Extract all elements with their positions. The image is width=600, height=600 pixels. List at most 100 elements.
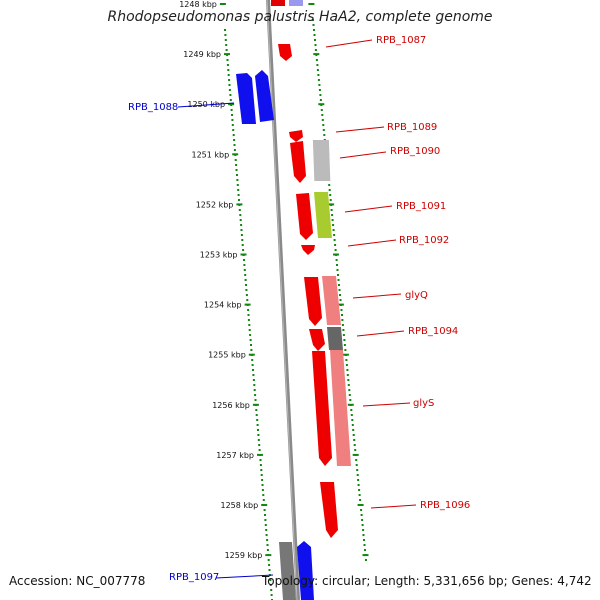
gene-label[interactable]: RPB_1097 [169, 572, 219, 583]
gene-glys-pink[interactable] [330, 350, 351, 466]
gene-rpb-1097-grey[interactable] [279, 542, 296, 600]
guide-dot [333, 234, 336, 236]
guide-dot [260, 469, 263, 471]
guide-dot [258, 444, 261, 446]
guide-dot [362, 534, 365, 536]
gene-rpb-1089[interactable] [289, 130, 303, 142]
guide-dot [328, 189, 331, 191]
guide-dot [354, 449, 357, 451]
guide-dot [226, 59, 229, 61]
gene-label[interactable]: RPB_1094 [408, 326, 458, 337]
gene-label[interactable]: RPB_1092 [399, 235, 449, 246]
tick-mark [232, 153, 239, 156]
guide-dot [224, 29, 226, 31]
guide-dot [228, 79, 231, 81]
gene-rpb-1088-a[interactable] [236, 73, 256, 124]
guide-dot [335, 259, 338, 261]
feature-top-red[interactable] [271, 0, 285, 6]
tick-label: 1254 kbp [204, 301, 242, 310]
gene-features [236, 0, 351, 600]
gene-rpb-1094-dark[interactable] [327, 327, 343, 350]
gene-label[interactable]: RPB_1089 [387, 122, 437, 133]
gene-label[interactable]: glyQ [405, 290, 428, 301]
gene-rpb-1087[interactable] [278, 44, 292, 61]
guide-dot [242, 249, 245, 251]
guide-dot [252, 369, 254, 371]
guide-dot [313, 34, 316, 36]
guide-dot [228, 84, 231, 86]
guide-dot [317, 79, 320, 81]
gene-rpb-1097[interactable] [297, 541, 314, 600]
guide-dot [316, 64, 319, 66]
guide-dot [245, 294, 248, 296]
guide-dot [248, 324, 251, 326]
gene-rpb-1090[interactable] [290, 141, 306, 183]
guide-dot [350, 414, 353, 416]
guide-dot [232, 129, 235, 131]
guide-dot [350, 409, 353, 411]
leader-rpb-1088 [177, 102, 235, 108]
guide-dot [264, 514, 266, 516]
guide-dot [231, 119, 234, 121]
gene-rpb-1091[interactable] [296, 193, 313, 240]
guide-dot [321, 119, 324, 121]
tick-mark [313, 53, 320, 56]
guide-dot [229, 99, 232, 101]
gene-label[interactable]: RPB_1090 [390, 146, 440, 157]
guide-dot [319, 94, 322, 96]
guide-dot [347, 379, 350, 381]
guide-dot [348, 394, 351, 396]
guide-dot [331, 219, 334, 221]
guide-dot [318, 84, 321, 86]
gene-rpb-1091-green[interactable] [314, 192, 332, 238]
guide-dot [338, 289, 341, 291]
gene-glyq-pink[interactable] [322, 276, 341, 325]
guide-dot [224, 39, 227, 41]
guide-dot [270, 594, 273, 596]
guide-dot [261, 484, 264, 486]
genome-title: Rhodopseudomonas palustris HaA2, complet… [107, 9, 493, 25]
tick-label: 1249 kbp [183, 50, 221, 59]
tick-mark [342, 353, 349, 356]
guide-dot [315, 59, 318, 61]
guide-dot [248, 329, 251, 331]
guide-dot [355, 459, 358, 461]
gene-glys[interactable] [312, 351, 332, 466]
guide-dot [254, 399, 257, 401]
tick-mark [318, 103, 325, 106]
tick-mark [244, 303, 251, 306]
gene-rpb-1090-grey[interactable] [312, 140, 331, 181]
guide-dot [245, 289, 248, 291]
gene-label[interactable]: RPB_1088 [128, 102, 178, 113]
guide-dot [269, 584, 272, 586]
gene-label[interactable]: RPB_1087 [376, 35, 426, 46]
guide-dot [338, 284, 340, 286]
guide-dot [261, 489, 264, 491]
feature-top-violet[interactable] [289, 0, 303, 6]
guide-dot [256, 419, 259, 421]
gene-rpb-1092[interactable] [301, 245, 315, 255]
gene-label-leaders [177, 39, 417, 579]
gene-label[interactable]: RPB_1091 [396, 201, 446, 212]
guide-dot [245, 284, 247, 286]
tick-mark [347, 403, 354, 406]
gene-rpb-1096[interactable] [320, 482, 338, 538]
leader-rpb-1094 [356, 330, 405, 337]
gene-label[interactable]: glyS [413, 398, 434, 409]
guide-dot [235, 169, 238, 171]
guide-dot [313, 29, 315, 31]
guide-dot [352, 429, 355, 431]
guide-dot [341, 314, 343, 316]
tick-mark [362, 554, 369, 557]
tick-mark [248, 353, 255, 356]
guide-dot [268, 564, 271, 566]
guide-dot [318, 89, 321, 91]
gene-rpb-1094[interactable] [309, 329, 325, 351]
gene-rpb-1088-b[interactable] [255, 70, 274, 122]
gene-glyq[interactable] [304, 277, 322, 326]
guide-dot [244, 274, 247, 276]
tick-label: 1256 kbp [212, 401, 250, 410]
tick-mark [265, 554, 272, 557]
gene-label[interactable]: RPB_1096 [420, 500, 470, 511]
tick-mark [308, 3, 315, 5]
